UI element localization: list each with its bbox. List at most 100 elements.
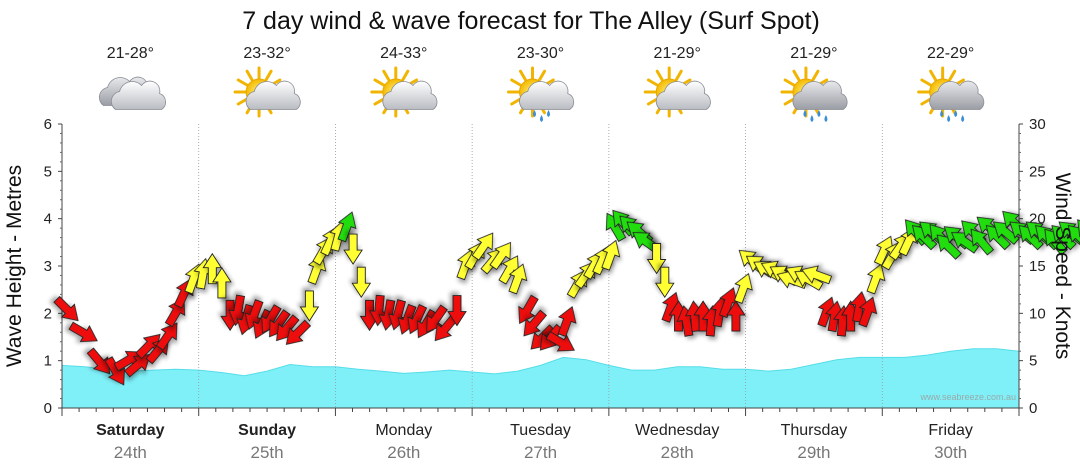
- wave-height-area: [61, 348, 1020, 409]
- rain-drop: [961, 115, 965, 122]
- wind-arrow: [471, 232, 494, 261]
- wind-arrow: [523, 309, 547, 337]
- cloud-shape: [929, 80, 985, 110]
- wind-arrow: [104, 356, 125, 386]
- right-tick-label: 5: [1029, 353, 1037, 370]
- left-tick-label: 0: [44, 400, 52, 417]
- rain-drop: [540, 115, 543, 122]
- wind-arrow: [601, 239, 621, 271]
- temperature-label: 23-32°: [243, 45, 290, 62]
- right-axis-label: Wind Speed - Knots: [1051, 173, 1074, 360]
- wind-arrow: [299, 290, 320, 322]
- wind-arrow: [351, 266, 372, 299]
- temperature-label: 22-29°: [927, 45, 974, 62]
- right-tick-label: 15: [1029, 258, 1046, 275]
- sun-ray: [236, 97, 249, 106]
- temperature-label: 21-29°: [654, 45, 701, 62]
- day-name-label: Monday: [375, 422, 432, 439]
- day-name-label: Friday: [928, 422, 972, 439]
- day-name-label: Thursday: [781, 422, 848, 439]
- sun-ray: [264, 69, 273, 82]
- wind-arrow: [489, 241, 512, 271]
- wind-arrow: [155, 322, 178, 351]
- sun-ray: [783, 78, 796, 87]
- cloud-shape: [792, 80, 848, 110]
- wind-arrow: [285, 319, 312, 345]
- weather-icon-sun-cloud: [233, 66, 301, 118]
- watermark: www.seabreeze.com.au: [919, 392, 1016, 402]
- sun-ray: [236, 78, 249, 87]
- sun-ray: [373, 78, 386, 87]
- left-tick-label: 4: [44, 211, 52, 228]
- wind-arrow: [646, 243, 667, 275]
- day-date-label: 25th: [251, 443, 284, 462]
- left-tick-label: 1: [44, 353, 52, 370]
- rain-drop: [947, 115, 951, 122]
- weather-icon-sun-cloud-showers: [507, 66, 575, 122]
- sun-ray: [646, 78, 659, 87]
- rain-drop: [824, 115, 828, 122]
- wind-arrow: [337, 211, 357, 243]
- weather-icon-sun-cloud: [643, 66, 711, 118]
- day-date-label: 29th: [797, 443, 830, 462]
- cloud-shape: [519, 80, 575, 110]
- rain-drop: [533, 110, 536, 117]
- right-tick-label: 10: [1029, 305, 1046, 322]
- sun-ray: [655, 69, 664, 82]
- wind-arrow: [1067, 224, 1080, 251]
- temperature-label: 24-33°: [380, 45, 427, 62]
- left-tick-label: 2: [44, 305, 52, 322]
- left-tick-label: 5: [44, 163, 52, 180]
- day-date-label: 28th: [661, 443, 694, 462]
- wind-arrow: [654, 266, 675, 299]
- day-date-label: 30th: [934, 443, 967, 462]
- right-tick-label: 25: [1029, 163, 1046, 180]
- temperature-label: 23-30°: [517, 45, 564, 62]
- wind-arrow: [53, 295, 79, 322]
- sun-ray: [510, 97, 522, 106]
- wind-arrow: [518, 294, 539, 325]
- wind-arrow: [858, 296, 878, 328]
- wind-arrow: [202, 252, 223, 285]
- sun-ray: [920, 97, 933, 106]
- day-name-label: Saturday: [96, 422, 165, 439]
- wind-arrow: [733, 272, 753, 304]
- rain-drop: [817, 110, 821, 117]
- cloud-shape: [110, 80, 166, 110]
- sun-ray: [538, 69, 546, 82]
- day-name-label: Wednesday: [635, 422, 719, 439]
- weather-icon-cloudy: [98, 76, 166, 110]
- day-date-label: 27th: [524, 443, 557, 462]
- chart-title: 7 day wind & wave forecast for The Alley…: [242, 7, 820, 35]
- sun-ray: [519, 69, 527, 82]
- wind-arrow: [726, 300, 746, 332]
- sun-ray: [510, 78, 522, 87]
- weather-icon-sun-cloud-rain: [917, 66, 985, 122]
- sun-ray: [792, 69, 801, 82]
- sun-ray: [674, 69, 683, 82]
- wind-arrow: [68, 321, 98, 343]
- day-name-label: Sunday: [238, 422, 296, 439]
- sun-ray: [929, 69, 938, 82]
- day-date-label: 24th: [114, 443, 147, 462]
- sun-ray: [646, 97, 659, 106]
- sun-ray: [948, 69, 957, 82]
- rain-drop: [547, 110, 550, 117]
- rain-drop: [954, 110, 958, 117]
- sun-ray: [811, 69, 820, 82]
- rain-drop: [940, 110, 944, 117]
- wind-arrow: [801, 265, 833, 285]
- wind-arrow: [447, 295, 467, 327]
- wind-arrow: [508, 263, 528, 295]
- rain-drop: [803, 110, 807, 117]
- wind-arrow: [970, 228, 995, 256]
- sun-ray: [373, 97, 386, 106]
- left-tick-label: 6: [44, 116, 52, 133]
- temperature-label: 21-28°: [107, 45, 154, 62]
- cloud-shape: [382, 80, 438, 110]
- sun-ray: [783, 97, 796, 106]
- sun-ray: [382, 69, 391, 82]
- wind-arrow: [343, 233, 363, 265]
- sun-ray: [245, 69, 254, 82]
